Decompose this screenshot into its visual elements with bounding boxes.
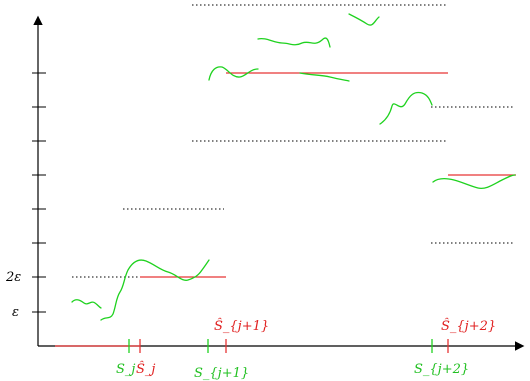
green-markers	[128, 339, 433, 353]
level-lines	[55, 72, 516, 347]
curve	[100, 259, 210, 321]
curve	[299, 72, 350, 82]
curve	[432, 174, 516, 190]
label-shat-j1: Ŝ_{j+1}	[214, 317, 269, 334]
label-shat-j: Ŝ_j	[136, 360, 155, 377]
curve	[257, 37, 331, 48]
curve	[348, 13, 380, 26]
y-label-2epsilon: 2ε	[5, 270, 21, 285]
curve	[71, 299, 102, 309]
green-curves	[71, 13, 516, 321]
label-s-j2: S_{j+2}	[414, 362, 469, 377]
dotted-lines	[72, 4, 515, 278]
label-s-j1: S_{j+1}	[194, 366, 249, 381]
y-ticks	[32, 72, 46, 313]
red-markers	[139, 339, 449, 353]
label-shat-j2: Ŝ_{j+2}	[441, 317, 496, 334]
curve	[208, 66, 259, 81]
y-label-epsilon: ε	[12, 305, 19, 320]
curve	[379, 91, 433, 125]
label-s-j: S_j	[116, 362, 135, 377]
